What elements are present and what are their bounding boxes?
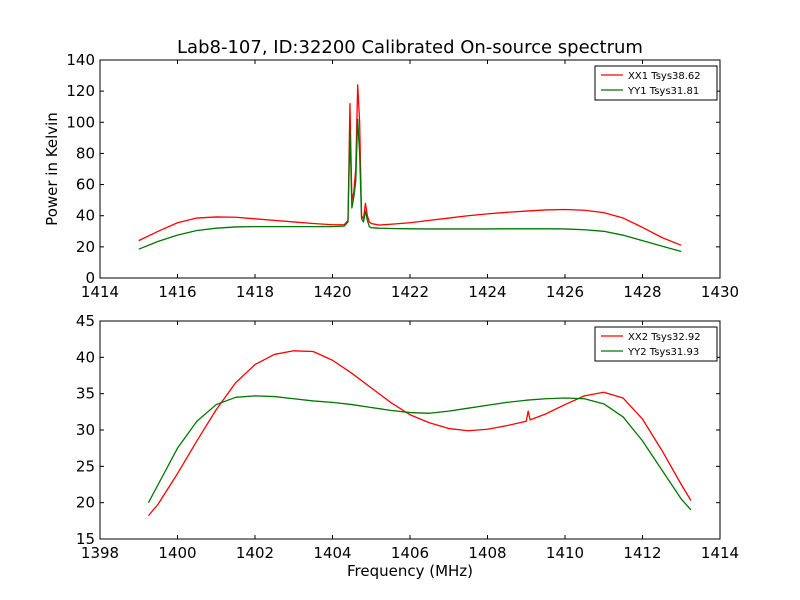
legend-entry: YY2 Tsys31.93 bbox=[627, 347, 699, 358]
legend-box bbox=[594, 326, 718, 362]
y-tick-label: 15 bbox=[76, 530, 95, 548]
y-tick-label: 80 bbox=[76, 144, 95, 162]
y-tick-label: 25 bbox=[76, 457, 95, 475]
y-tick-label: 45 bbox=[76, 312, 95, 330]
x-tick-label: 1398 bbox=[81, 544, 119, 562]
y-tick-label: 40 bbox=[76, 348, 95, 366]
x-tick-label: 1414 bbox=[81, 283, 119, 301]
x-tick-label: 1404 bbox=[313, 544, 351, 562]
y-tick-label: 120 bbox=[66, 82, 95, 100]
legend-entry: XX2 Tsys32.92 bbox=[628, 332, 701, 343]
y-tick-label: 140 bbox=[66, 51, 95, 69]
y-tick-label: 0 bbox=[85, 269, 95, 287]
x-axis-label: Frequency (MHz) bbox=[347, 562, 473, 580]
x-tick-label: 1402 bbox=[236, 544, 274, 562]
y-tick-label: 60 bbox=[76, 176, 95, 194]
legend-entry: XX1 Tsys38.62 bbox=[628, 71, 701, 82]
chart-panel-2: 1398 1400 1402 1404 1406 1408 1410 1412 1414 15 20… bbox=[76, 312, 739, 580]
series-line-1-1 bbox=[138, 84, 682, 246]
x-tick-label: 1418 bbox=[236, 283, 274, 301]
y-tick-label: 30 bbox=[76, 421, 95, 439]
x-tick-label: 1412 bbox=[623, 544, 661, 562]
x-tick-label: 1406 bbox=[391, 544, 429, 562]
x-tick-label: 1420 bbox=[313, 283, 351, 301]
series-line-2-1 bbox=[147, 350, 692, 517]
x-tick-label: 1422 bbox=[391, 283, 429, 301]
legend: XX1 Tsys38.62 YY1 Tsys31.81 bbox=[594, 65, 718, 101]
x-tick-label: 1424 bbox=[468, 283, 506, 301]
legend-box bbox=[594, 65, 718, 101]
legend-entry: YY1 Tsys31.81 bbox=[627, 86, 699, 97]
x-tick-label: 1400 bbox=[158, 544, 196, 562]
y-tick-label: 20 bbox=[76, 238, 95, 256]
chart-panel-1: 1414 1416 1418 1420 1422 1424 1426 1428 1430 0 20 4… bbox=[43, 51, 739, 301]
y-tick-label: 40 bbox=[76, 207, 95, 225]
y-tick-label: 35 bbox=[76, 385, 95, 403]
x-tick-label: 1410 bbox=[546, 544, 584, 562]
y-tick-label: 100 bbox=[66, 113, 95, 131]
y-tick-label: 20 bbox=[76, 494, 95, 512]
x-tick-label: 1416 bbox=[158, 283, 196, 301]
x-tick-label: 1428 bbox=[623, 283, 661, 301]
legend: XX2 Tsys32.92 YY2 Tsys31.93 bbox=[594, 326, 718, 362]
x-tick-label: 1408 bbox=[468, 544, 506, 562]
x-tick-label: 1426 bbox=[546, 283, 584, 301]
x-tick-label: 1414 bbox=[701, 544, 739, 562]
series-line-1-2 bbox=[138, 118, 682, 253]
series-line-2-2 bbox=[147, 395, 692, 511]
x-tick-label: 1430 bbox=[701, 283, 739, 301]
figure-title: Lab8-107, ID:32200 Calibrated On-source … bbox=[177, 37, 643, 58]
y-axis-label: Power in Kelvin bbox=[43, 112, 61, 226]
